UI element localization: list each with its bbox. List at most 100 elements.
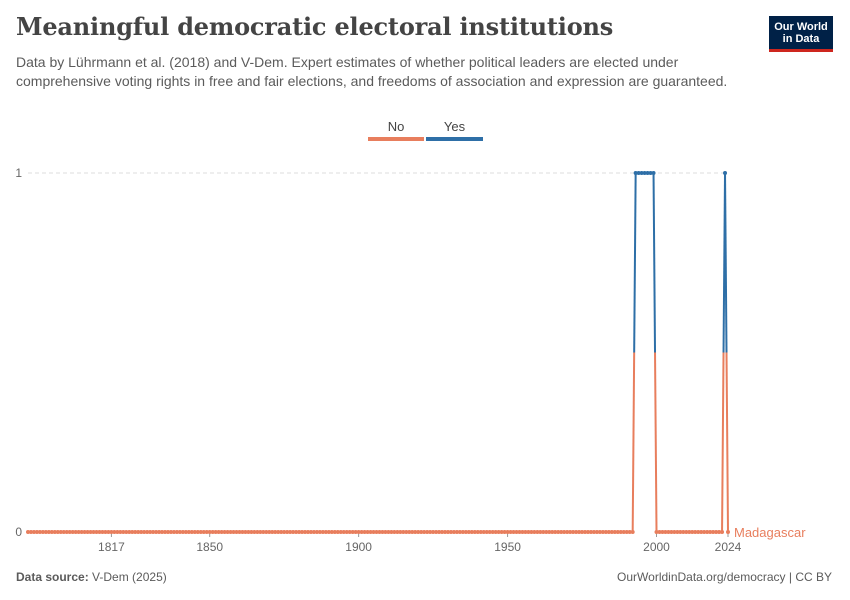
data-point[interactable] [308,530,313,534]
data-point[interactable] [341,530,346,534]
data-point[interactable] [383,530,388,534]
data-point[interactable] [145,530,150,534]
data-point[interactable] [270,530,275,534]
data-point[interactable] [362,530,367,534]
data-point[interactable] [174,530,179,534]
data-point[interactable] [633,171,638,175]
data-point[interactable] [109,530,114,534]
data-point[interactable] [472,530,477,534]
data-point[interactable] [395,530,400,534]
data-point[interactable] [317,530,322,534]
data-point[interactable] [597,530,602,534]
data-point[interactable] [291,530,296,534]
data-point[interactable] [216,530,221,534]
data-point[interactable] [523,530,528,534]
data-point[interactable] [541,530,546,534]
data-point[interactable] [547,530,552,534]
data-point[interactable] [478,530,483,534]
data-point[interactable] [231,530,236,534]
data-point[interactable] [332,530,337,534]
legend-label-no[interactable]: No [388,119,405,134]
data-point[interactable] [64,530,69,534]
data-point[interactable] [696,530,701,534]
data-point[interactable] [37,530,42,534]
data-point[interactable] [168,530,173,534]
data-point[interactable] [457,530,462,534]
data-point[interactable] [571,530,576,534]
data-point[interactable] [600,530,605,534]
data-point[interactable] [684,530,689,534]
data-point[interactable] [311,530,316,534]
data-point[interactable] [166,530,170,534]
data-point[interactable] [52,530,57,534]
data-point[interactable] [163,530,168,534]
data-point[interactable] [517,530,522,534]
data-point[interactable] [142,530,147,534]
data-point[interactable] [106,530,111,534]
data-point[interactable] [237,530,242,534]
data-point[interactable] [28,530,33,534]
data-point[interactable] [246,530,251,534]
data-point[interactable] [139,530,144,534]
data-point[interactable] [705,530,710,534]
series-label-madagascar[interactable]: Madagascar [734,525,806,540]
data-point[interactable] [711,530,716,534]
data-point[interactable] [693,530,698,534]
data-point[interactable] [344,530,349,534]
data-point[interactable] [526,530,531,534]
data-point[interactable] [621,530,626,534]
data-point[interactable] [413,530,418,534]
data-point[interactable] [320,530,325,534]
data-point[interactable] [484,530,489,534]
data-point[interactable] [157,530,162,534]
data-point[interactable] [603,530,608,534]
data-point[interactable] [70,530,75,534]
data-point[interactable] [434,530,439,534]
data-point[interactable] [499,530,504,534]
data-point[interactable] [186,530,191,534]
data-point[interactable] [177,530,182,534]
data-point[interactable] [463,530,468,534]
data-point[interactable] [574,530,579,534]
legend-swatch-no[interactable] [368,137,424,141]
data-point[interactable] [279,530,284,534]
data-point[interactable] [591,530,596,534]
data-point[interactable] [389,530,394,534]
data-point[interactable] [377,530,382,534]
data-point[interactable] [410,530,415,534]
data-point[interactable] [520,530,525,534]
data-point[interactable] [201,530,206,534]
data-point[interactable] [544,530,549,534]
data-point[interactable] [297,530,302,534]
data-point[interactable] [133,530,138,534]
data-point[interactable] [100,530,105,534]
data-point[interactable] [160,530,165,534]
data-point[interactable] [454,530,459,534]
data-point[interactable] [687,530,692,534]
data-point[interactable] [79,530,84,534]
data-point[interactable] [493,530,498,534]
data-point[interactable] [642,171,647,175]
data-point[interactable] [630,530,635,534]
data-point[interactable] [675,530,680,534]
data-point[interactable] [422,530,427,534]
data-point[interactable] [538,530,543,534]
data-point[interactable] [255,530,260,534]
data-point[interactable] [353,530,358,534]
data-point[interactable] [213,530,218,534]
data-point[interactable] [648,171,653,175]
data-point[interactable] [359,530,364,534]
data-point[interactable] [398,530,403,534]
data-source-value[interactable]: V-Dem (2025) [92,570,167,584]
data-point[interactable] [222,530,227,534]
data-point[interactable] [306,530,310,534]
data-point[interactable] [243,530,248,534]
data-point[interactable] [189,530,194,534]
data-point[interactable] [61,530,66,534]
data-point[interactable] [663,530,668,534]
data-point[interactable] [130,530,135,534]
data-point[interactable] [419,530,424,534]
data-point[interactable] [127,530,132,534]
data-point[interactable] [97,530,102,534]
data-point[interactable] [234,530,239,534]
